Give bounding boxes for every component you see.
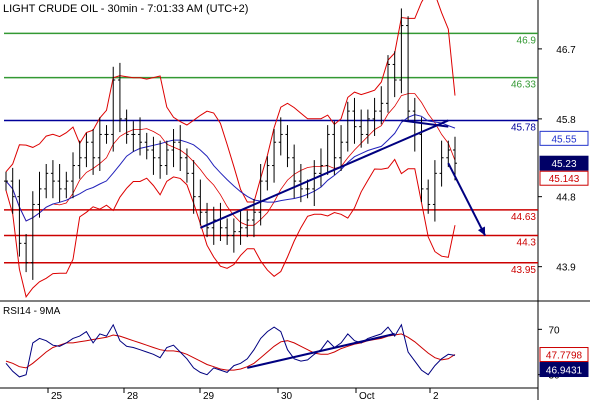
price-trendline-0 [199,119,449,229]
y-tick-label-3: 43.9 [556,263,576,274]
rsi-tick-label-0: 70 [548,325,560,336]
price-box-1 [539,155,589,171]
moving-average-line [5,114,456,222]
y-tick-label-2: 44.8 [556,193,576,204]
x-tick-label-0: 25 [51,391,63,400]
price-trendline-1 [401,119,449,128]
levels-layer: 46.9 46.33 45.78 44.63 44.3 43.95 [4,32,538,276]
price-box-label-1: 45.23 [551,159,576,170]
level-label-3: 44.63 [511,212,536,223]
bollinger-lower [5,158,456,298]
x-axis-layer: 25 28 29 30 Oct 2 [47,388,439,400]
bollinger-layer [5,0,456,298]
price-box-2 [539,170,589,186]
rsi-ma-line [5,333,456,371]
x-tick-label-4: Oct [359,391,375,400]
x-tick-label-3: 30 [281,391,293,400]
rsi-box-1 [539,362,589,378]
level-label-0: 46.9 [517,35,537,46]
level-label-2: 45.78 [511,122,536,133]
projection-arrow-line [447,162,486,237]
level-label-4: 44.3 [517,238,537,249]
projection-arrow-head [477,226,486,236]
price-box-label-0: 45.55 [551,134,576,145]
chart-title: LIGHT CRUDE OIL - 30min - 7:01:33 AM (UT… [3,3,248,15]
rsi-trendline-0 [247,332,395,369]
rsi-box-label-0: 47.7798 [546,351,583,362]
rsi-line [5,323,456,378]
rsi-box-label-1: 46.9431 [546,366,583,377]
x-tick-label-2: 29 [203,391,215,400]
price-bars-layer [4,8,457,280]
price-box-0 [539,130,589,146]
price-box-label-2: 45.143 [549,174,580,185]
rsi-title: RSI14 - 9MA [3,306,61,317]
bollinger-upper [5,0,456,203]
trendline-layer [199,119,486,237]
bollinger-middle [5,93,456,226]
price-axis-layer: 46.7 45.8 44.8 43.9 45.55 45.23 45.143 [538,45,589,274]
level-label-1: 46.33 [511,80,536,91]
y-tick-label-0: 46.7 [556,45,576,56]
y-tick-label-1: 45.8 [556,115,576,126]
x-tick-label-5: 2 [433,391,439,400]
x-tick-label-1: 28 [127,391,139,400]
rsi-box-0 [539,347,589,363]
level-label-5: 43.95 [511,265,536,276]
